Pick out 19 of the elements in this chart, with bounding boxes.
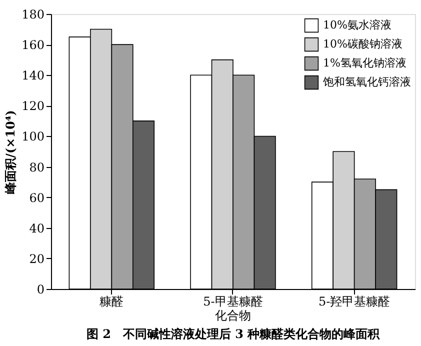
legend-label: 10%氨水溶液 (323, 18, 392, 32)
y-tick-label: 60 (29, 190, 44, 205)
y-tick-label: 40 (29, 221, 44, 236)
y-tick-label: 80 (29, 160, 44, 174)
text: 图 2 不同碱性溶液处理后 3 种糠醛类化合物的峰面积 (86, 327, 381, 341)
x-tick-label: 糠醛 (100, 294, 124, 308)
y-tick-label: 140 (22, 68, 44, 83)
y-tick-label: 120 (22, 99, 44, 114)
y-tick-label: 100 (22, 130, 44, 144)
legend-label: 饱和氢氧化钙溶液 (322, 76, 411, 88)
y-tick-label: 160 (22, 38, 44, 52)
legend-label: 1%氢氧化钠溶液 (323, 56, 406, 70)
y-tick-label: 0 (36, 282, 44, 296)
y-tick-label: 20 (29, 252, 44, 266)
x-tick-label: 5-羟甲基糠醛 (318, 294, 390, 308)
y-axis-title: 峰面积/(×10⁴) (4, 110, 18, 194)
legend-label: 10%碳酸钠溶液 (323, 38, 402, 50)
y-tick-label: 180 (22, 8, 44, 22)
x-tick-label: 5-甲基糠醛化合物 (203, 294, 263, 322)
